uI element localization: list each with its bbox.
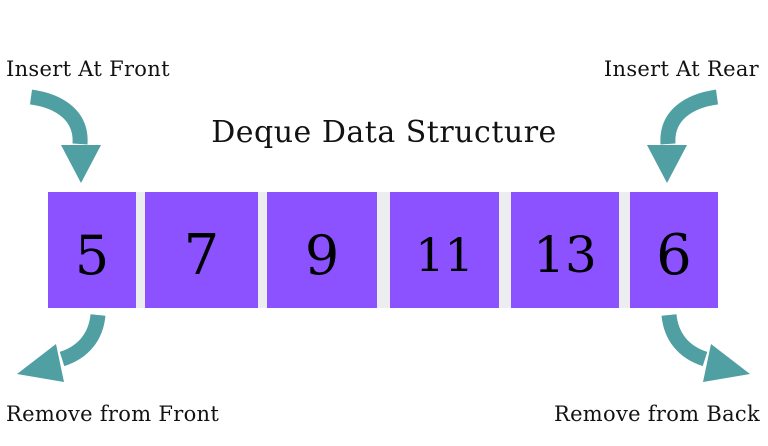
page-title: Deque Data Structure — [211, 115, 557, 150]
remove-from-back-label: Remove from Back — [553, 402, 760, 426]
insert-at-front-label: Insert At Front — [6, 57, 170, 81]
deque-row: 5 7 9 11 13 6 — [48, 192, 718, 308]
deque-cell-value: 9 — [304, 223, 340, 287]
deque-cell: 9 — [267, 192, 377, 308]
insert-rear-curved-arrow-icon — [647, 89, 719, 183]
deque-cell-value: 5 — [74, 223, 110, 287]
deque-cell: 7 — [145, 192, 258, 308]
deque-cell-front: 5 — [48, 192, 136, 308]
deque-cell: 11 — [390, 192, 499, 308]
remove-from-front-label: Remove from Front — [6, 402, 220, 426]
deque-cell-value: 13 — [533, 226, 597, 284]
deque-cell-value: 6 — [656, 222, 692, 288]
deque-cell-value: 7 — [183, 222, 220, 288]
insert-front-curved-arrow-icon — [29, 89, 101, 183]
insert-at-rear-label: Insert At Rear — [603, 57, 759, 81]
deque-cell-value: 11 — [415, 228, 474, 282]
remove-front-curved-arrow-icon — [17, 313, 106, 382]
deque-cell: 13 — [511, 192, 619, 308]
deque-cell-rear: 6 — [630, 192, 718, 308]
remove-back-curved-arrow-icon — [661, 313, 750, 382]
